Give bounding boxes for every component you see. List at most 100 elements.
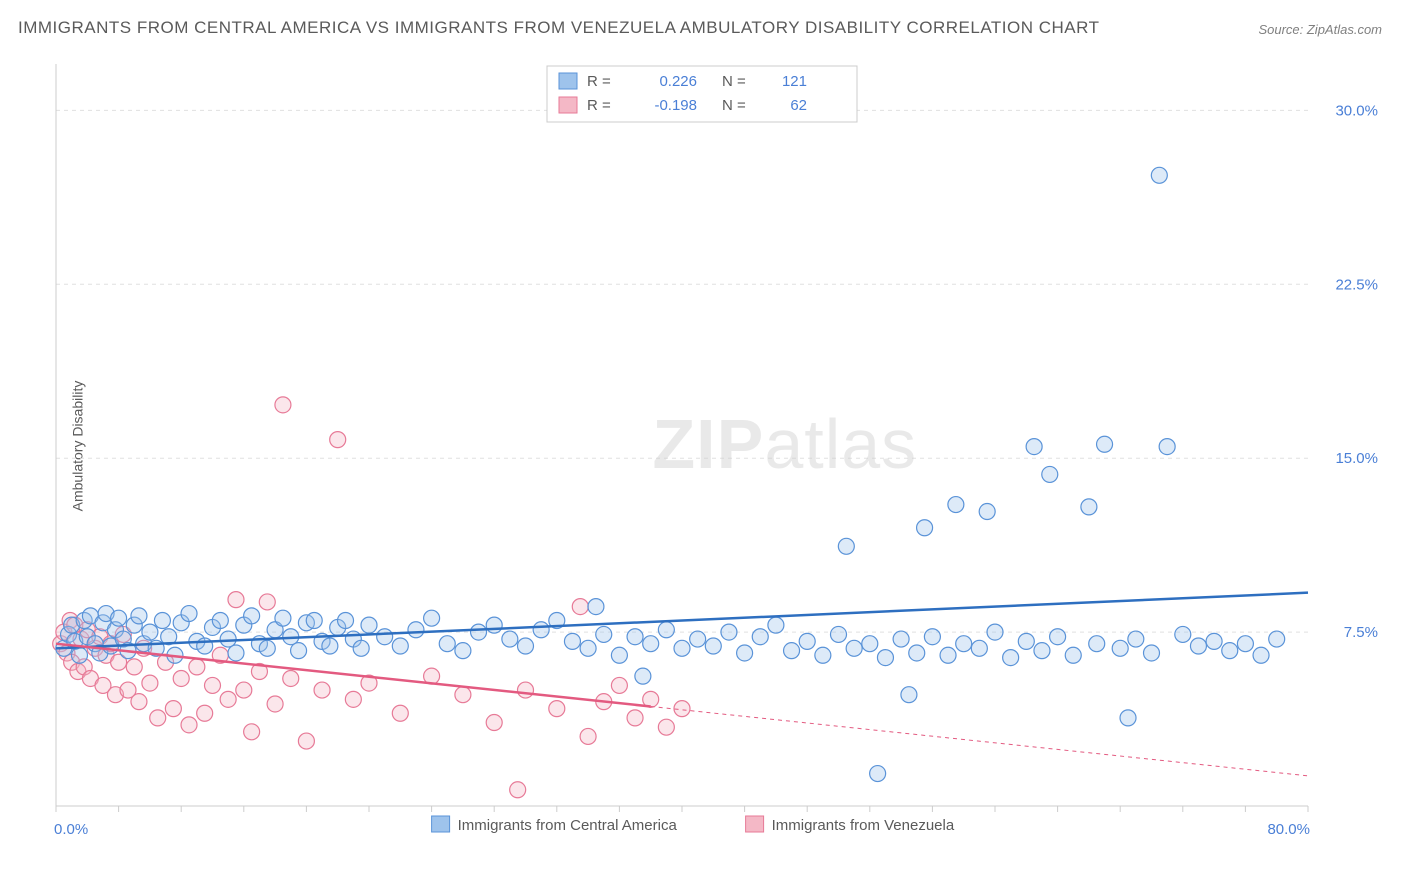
data-point	[392, 638, 408, 654]
data-point	[611, 647, 627, 663]
data-point	[142, 624, 158, 640]
legend-swatch	[432, 816, 450, 832]
watermark: ZIPatlas	[652, 405, 917, 483]
legend-swatch	[559, 73, 577, 89]
data-point	[549, 701, 565, 717]
data-point	[799, 633, 815, 649]
data-point	[518, 638, 534, 654]
plot-area: 7.5%15.0%22.5%30.0%ZIPatlas0.0%80.0%R =0…	[50, 58, 1386, 846]
data-point	[1112, 640, 1128, 656]
data-point	[815, 647, 831, 663]
data-point	[1151, 167, 1167, 183]
data-point	[439, 636, 455, 652]
data-point	[893, 631, 909, 647]
data-point	[408, 622, 424, 638]
data-point	[502, 631, 518, 647]
data-point	[1003, 650, 1019, 666]
data-point	[940, 647, 956, 663]
data-point	[956, 636, 972, 652]
data-point	[126, 659, 142, 675]
data-point	[455, 687, 471, 703]
data-point	[455, 643, 471, 659]
data-point	[588, 599, 604, 615]
data-point	[1237, 636, 1253, 652]
data-point	[212, 613, 228, 629]
data-point	[1206, 633, 1222, 649]
data-point	[979, 504, 995, 520]
data-point	[580, 640, 596, 656]
data-point	[564, 633, 580, 649]
data-point	[705, 638, 721, 654]
data-point	[1128, 631, 1144, 647]
data-point	[658, 719, 674, 735]
data-point	[322, 638, 338, 654]
data-point	[291, 643, 307, 659]
data-point	[909, 645, 925, 661]
stat-n-value: 121	[782, 73, 807, 90]
data-point	[283, 670, 299, 686]
data-point	[611, 677, 627, 693]
data-point	[690, 631, 706, 647]
data-point	[181, 606, 197, 622]
data-point	[220, 691, 236, 707]
stat-n-value: 62	[790, 97, 807, 114]
data-point	[1034, 643, 1050, 659]
data-point	[948, 497, 964, 513]
data-point	[1042, 466, 1058, 482]
data-point	[971, 640, 987, 656]
legend-swatch	[746, 816, 764, 832]
y-tick-label: 30.0%	[1335, 102, 1378, 119]
data-point	[330, 432, 346, 448]
data-point	[228, 592, 244, 608]
data-point	[838, 538, 854, 554]
data-point	[831, 626, 847, 642]
data-point	[131, 608, 147, 624]
data-point	[1175, 626, 1191, 642]
source-label: Source: ZipAtlas.com	[1258, 22, 1382, 37]
data-point	[165, 701, 181, 717]
data-point	[142, 675, 158, 691]
data-point	[737, 645, 753, 661]
stat-r-value: 0.226	[659, 73, 697, 90]
data-point	[917, 520, 933, 536]
data-point	[471, 624, 487, 640]
data-point	[345, 691, 361, 707]
data-point	[1222, 643, 1238, 659]
scatter-chart: 7.5%15.0%22.5%30.0%ZIPatlas0.0%80.0%R =0…	[50, 58, 1386, 846]
data-point	[236, 682, 252, 698]
data-point	[627, 629, 643, 645]
data-point	[1159, 439, 1175, 455]
legend-label: Immigrants from Venezuela	[772, 817, 955, 834]
chart-title: IMMIGRANTS FROM CENTRAL AMERICA VS IMMIG…	[18, 18, 1100, 38]
data-point	[361, 617, 377, 633]
data-point	[870, 766, 886, 782]
data-point	[244, 608, 260, 624]
data-point	[189, 659, 205, 675]
data-point	[580, 728, 596, 744]
data-point	[658, 622, 674, 638]
data-point	[71, 647, 87, 663]
data-point	[1081, 499, 1097, 515]
data-point	[267, 696, 283, 712]
data-point	[205, 677, 221, 693]
data-point	[197, 705, 213, 721]
data-point	[510, 782, 526, 798]
x-tick-label: 0.0%	[54, 821, 88, 838]
data-point	[987, 624, 1003, 640]
y-tick-label: 15.0%	[1335, 450, 1378, 467]
stat-r-label: R =	[587, 73, 611, 90]
data-point	[877, 650, 893, 666]
data-point	[752, 629, 768, 645]
stat-n-label: N =	[722, 97, 746, 114]
data-point	[424, 610, 440, 626]
data-point	[306, 613, 322, 629]
x-tick-label: 80.0%	[1267, 821, 1310, 838]
y-tick-label: 7.5%	[1344, 624, 1378, 641]
data-point	[533, 622, 549, 638]
data-point	[846, 640, 862, 656]
data-point	[353, 640, 369, 656]
data-point	[1089, 636, 1105, 652]
data-point	[635, 668, 651, 684]
data-point	[244, 724, 260, 740]
data-point	[901, 687, 917, 703]
